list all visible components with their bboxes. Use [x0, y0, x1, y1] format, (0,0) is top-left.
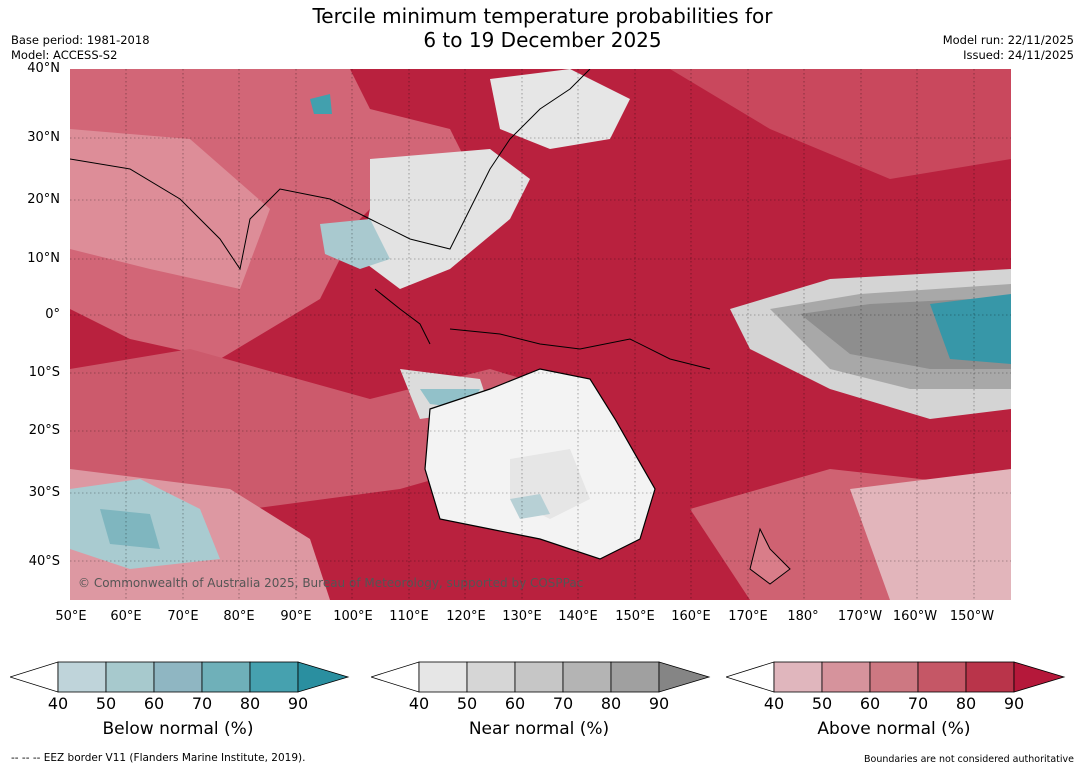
legend-caption-above: Above normal (%) [817, 719, 971, 739]
tick-label: 40 [408, 694, 430, 713]
region-below-normal [930, 294, 1011, 364]
model-info: Base period: 1981-2018 Model: ACCESS-S2 [11, 33, 150, 63]
tick-label: 90 [648, 694, 670, 713]
lon-label: 140°E [558, 609, 598, 624]
model-name: Model: ACCESS-S2 [11, 48, 118, 62]
legend-below-normal: 40 50 60 70 80 90 Below normal (%) [8, 661, 350, 739]
tick-label: 80 [955, 694, 977, 713]
lat-label: 40°N [27, 61, 60, 76]
lat-label: 10°N [27, 251, 60, 266]
issued-date: Issued: 24/11/2025 [963, 48, 1074, 62]
lon-label: 50°E [55, 609, 87, 624]
lon-label: 60°E [110, 609, 142, 624]
eez-border-note: -- -- -- EEZ border V11 (Flanders Marine… [11, 752, 306, 764]
region-near-normal [360, 149, 530, 289]
legend-caption-near: Near normal (%) [468, 719, 610, 739]
lat-label: 40°S [28, 554, 60, 569]
tick-label: 60 [143, 694, 165, 713]
graticule [70, 69, 1011, 600]
lon-label: 150°E [615, 609, 655, 624]
lon-label: 150°W [949, 609, 995, 624]
lon-label: 160°W [892, 609, 938, 624]
tick-label: 80 [239, 694, 261, 713]
tick-label: 60 [504, 694, 526, 713]
lon-label: 130°E [502, 609, 542, 624]
lon-label: 120°E [446, 609, 486, 624]
colorbar-near [369, 661, 711, 693]
coastline-new-zealand [749, 527, 791, 585]
legend-above-normal: 40 50 60 70 80 90 Above normal (%) [724, 661, 1066, 739]
map-canvas [70, 69, 1011, 600]
tick-label: 70 [907, 694, 929, 713]
lon-label: 170°E [728, 609, 768, 624]
lat-label: 30°S [28, 485, 60, 500]
lon-label: 160°E [671, 609, 711, 624]
tick-label: 90 [287, 694, 309, 713]
lon-label: 90°E [280, 609, 312, 624]
legend-caption-below: Below normal (%) [102, 719, 254, 739]
lon-label: 180° [787, 609, 819, 624]
lon-label: 170°W [837, 609, 883, 624]
title-line-1: Tercile minimum temperature probabilitie… [312, 4, 773, 28]
tick-label: 70 [191, 694, 213, 713]
lat-label: 20°N [27, 192, 60, 207]
boundaries-disclaimer: Boundaries are not considered authoritat… [864, 754, 1074, 765]
tick-label: 50 [95, 694, 117, 713]
tick-label: 90 [1003, 694, 1025, 713]
colorbar-below [8, 661, 350, 693]
lat-label: 20°S [28, 423, 60, 438]
tick-label: 60 [859, 694, 881, 713]
probability-map[interactable]: © Commonwealth of Australia 2025, Bureau… [70, 69, 1011, 600]
colorbar-above [724, 661, 1066, 693]
lon-label: 80°E [223, 609, 255, 624]
map-title: Tercile minimum temperature probabilitie… [0, 4, 1085, 52]
tick-label: 40 [763, 694, 785, 713]
lon-label: 70°E [167, 609, 199, 624]
legend-near-normal: 40 50 60 70 80 90 Near normal (%) [369, 661, 711, 739]
title-line-2: 6 to 19 December 2025 [423, 28, 662, 52]
tick-label: 80 [600, 694, 622, 713]
tick-label: 50 [456, 694, 478, 713]
tick-label: 50 [811, 694, 833, 713]
tick-label: 70 [552, 694, 574, 713]
model-run: Model run: 22/11/2025 [942, 33, 1074, 47]
lat-label: 10°S [28, 365, 60, 380]
lon-label: 110°E [389, 609, 429, 624]
tick-label: 40 [47, 694, 69, 713]
lat-label: 0° [45, 307, 60, 322]
lon-label: 100°E [333, 609, 373, 624]
lat-label: 30°N [27, 130, 60, 145]
base-period: Base period: 1981-2018 [11, 33, 150, 47]
coastline-asia [70, 69, 591, 271]
copyright-credit: © Commonwealth of Australia 2025, Bureau… [78, 576, 584, 590]
run-info: Model run: 22/11/2025 Issued: 24/11/2025 [943, 33, 1074, 63]
